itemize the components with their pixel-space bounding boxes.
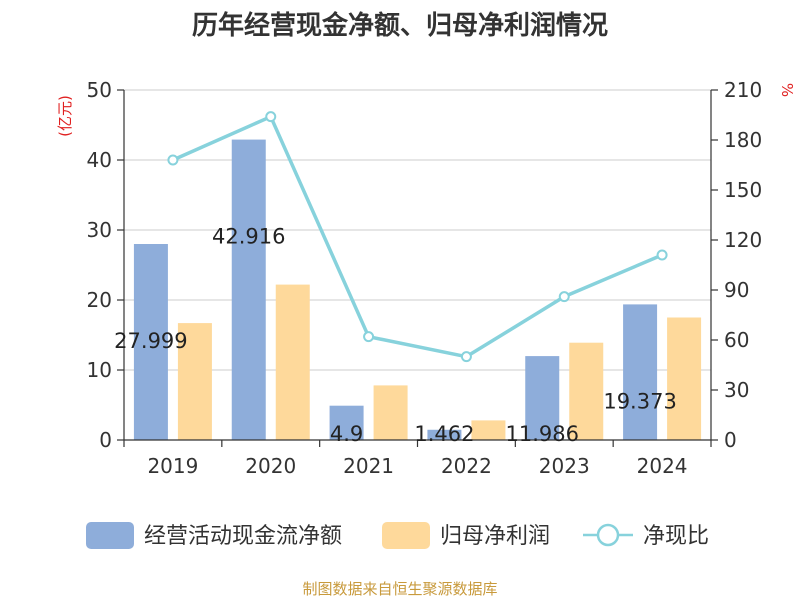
bar-net-profit: [275, 284, 310, 440]
right-axis-tick-label: 60: [724, 328, 749, 352]
x-axis-tick-label: 2024: [637, 454, 688, 478]
line-point: [460, 351, 472, 363]
x-axis-tick-label: 2021: [343, 454, 394, 478]
right-axis-tick-label: 150: [724, 178, 762, 202]
bar-operating-cash-flow: [329, 405, 364, 440]
right-axis-tick-label: 180: [724, 128, 762, 152]
bar-net-profit: [667, 317, 702, 440]
line-point: [167, 154, 179, 166]
bar-operating-cash-flow: [133, 244, 168, 440]
bar-net-profit: [569, 342, 604, 440]
bar-data-label: 27.999: [114, 329, 187, 353]
left-axis-tick-label: 30: [87, 218, 112, 242]
bar-data-label: 42.916: [212, 225, 285, 249]
right-axis-tick-label: 30: [724, 378, 749, 402]
bar-net-profit: [471, 420, 506, 440]
right-axis-unit-label: %: [778, 83, 796, 97]
legend-label: 经营活动现金流净额: [144, 524, 342, 549]
left-axis-unit-label: (亿元): [56, 95, 74, 137]
line-point: [363, 331, 375, 343]
data-labels: 27.999 42.916 4.9 1.462 11.986 19.373: [114, 225, 677, 446]
legend-label: 归母净利润: [440, 524, 550, 549]
x-axis-tick-label: 2023: [539, 454, 590, 478]
right-axis-tick-label: 210: [724, 78, 762, 102]
bar-operating-cash-flow: [623, 304, 658, 440]
line-point: [656, 249, 668, 261]
line-point: [265, 111, 277, 123]
line-point: [558, 291, 570, 303]
grid-lines: [124, 89, 711, 371]
x-axis-tick-label: 2022: [441, 454, 492, 478]
bar-operating-cash-flow: [231, 139, 266, 440]
bar-net-profit: [177, 323, 212, 440]
bar-net-profit: [373, 385, 408, 440]
x-axis-tick-label: 2020: [245, 454, 296, 478]
left-axis-tick-label: 40: [87, 148, 112, 172]
legend: 经营活动现金流净额 归母净利润 净现比: [86, 522, 709, 549]
legend-swatch: [382, 522, 430, 549]
legend-marker: [596, 523, 620, 547]
bars: [133, 139, 702, 440]
left-axis-tick-label: 20: [87, 288, 112, 312]
x-axis-tick-label: 2019: [147, 454, 198, 478]
left-axis-tick-label: 0: [99, 428, 112, 452]
bar-data-label: 19.373: [603, 389, 676, 413]
chart-title: 历年经营现金净额、归母净利润情况: [192, 10, 608, 41]
bar-data-label: 4.9: [330, 422, 363, 446]
line-ratio: [172, 114, 663, 359]
left-axis-tick-label: 10: [87, 358, 112, 382]
bar-operating-cash-flow: [525, 356, 560, 440]
footer-source: 制图数据来自恒生聚源数据库: [302, 580, 497, 598]
bar-operating-cash-flow: [427, 429, 462, 440]
right-axis-tick-label: 120: [724, 228, 762, 252]
right-axis-tick-label: 90: [724, 278, 749, 302]
axes: 0 10 20 30 40 50 0 30 60 90 120 150 180 210 2019 2020 20…: [87, 78, 763, 478]
left-axis-tick-label: 50: [87, 78, 112, 102]
legend-swatch: [86, 522, 134, 549]
bar-data-label: 1.462: [414, 422, 474, 446]
right-axis-tick-label: 0: [724, 428, 737, 452]
bar-data-label: 11.986: [506, 422, 579, 446]
legend-label: 净现比: [643, 524, 709, 549]
line-series: [167, 111, 668, 363]
